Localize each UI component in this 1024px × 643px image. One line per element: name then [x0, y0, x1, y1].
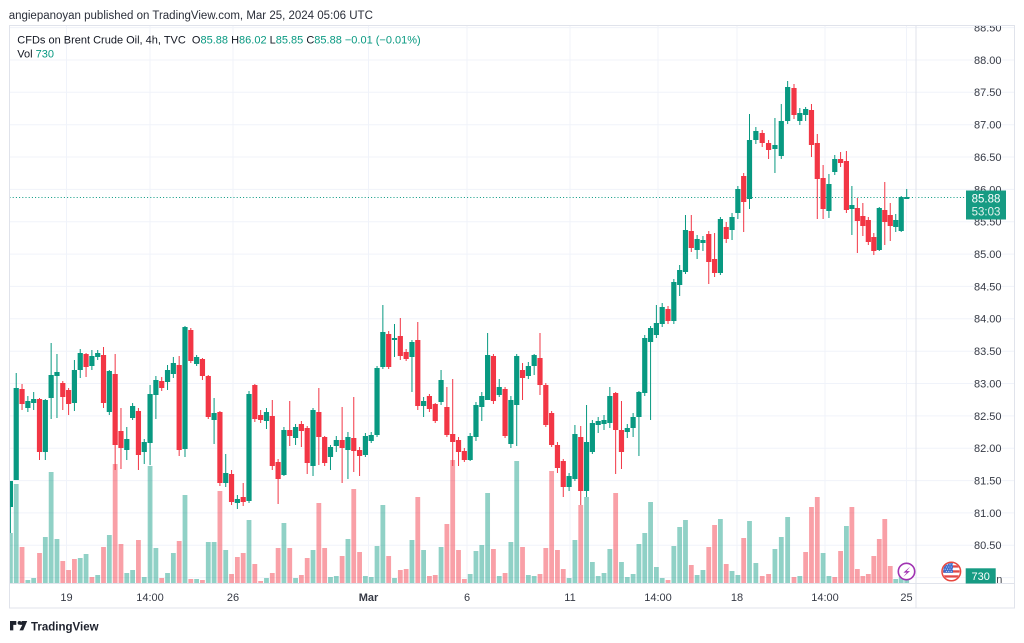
svg-text:88.00: 88.00: [974, 55, 1002, 67]
svg-text:87.00: 87.00: [974, 120, 1002, 132]
svg-text:25: 25: [900, 592, 912, 604]
svg-text:19: 19: [60, 592, 72, 604]
svg-text:Mar: Mar: [359, 592, 379, 604]
svg-text:730: 730: [972, 571, 990, 583]
svg-text:81.50: 81.50: [974, 476, 1002, 488]
svg-text:6: 6: [464, 592, 470, 604]
svg-text:53:03: 53:03: [972, 207, 1001, 219]
svg-text:CFDs on Brent Crude Oil, 4h, T: CFDs on Brent Crude Oil, 4h, TVC O85.88 …: [17, 35, 420, 47]
svg-text:angiepanoyan published on Trad: angiepanoyan published on TradingView.co…: [9, 10, 373, 22]
svg-text:83.50: 83.50: [974, 346, 1002, 358]
svg-text:85.50: 85.50: [974, 217, 1002, 229]
svg-text:14:00: 14:00: [136, 592, 164, 604]
svg-text:85.88: 85.88: [972, 194, 1001, 206]
svg-text:82.50: 82.50: [974, 411, 1002, 423]
svg-text:85.00: 85.00: [974, 249, 1002, 261]
svg-text:TradingView: TradingView: [31, 622, 99, 634]
svg-text:83.00: 83.00: [974, 378, 1002, 390]
svg-text:87.50: 87.50: [974, 87, 1002, 99]
svg-text:18: 18: [731, 592, 743, 604]
svg-text:82.00: 82.00: [974, 443, 1002, 455]
svg-text:14:00: 14:00: [644, 592, 672, 604]
svg-text:11: 11: [564, 592, 575, 604]
svg-text:86.50: 86.50: [974, 152, 1002, 164]
svg-text:84.00: 84.00: [974, 314, 1002, 326]
svg-text:88.50: 88.50: [974, 23, 1002, 35]
svg-text:81.00: 81.00: [974, 508, 1002, 520]
svg-text:84.50: 84.50: [974, 281, 1002, 293]
svg-text:26: 26: [227, 592, 239, 604]
svg-text:Vol 730: Vol 730: [17, 49, 54, 61]
svg-text:n: n: [996, 574, 1002, 586]
svg-text:14:00: 14:00: [811, 592, 839, 604]
svg-text:80.50: 80.50: [974, 540, 1002, 552]
